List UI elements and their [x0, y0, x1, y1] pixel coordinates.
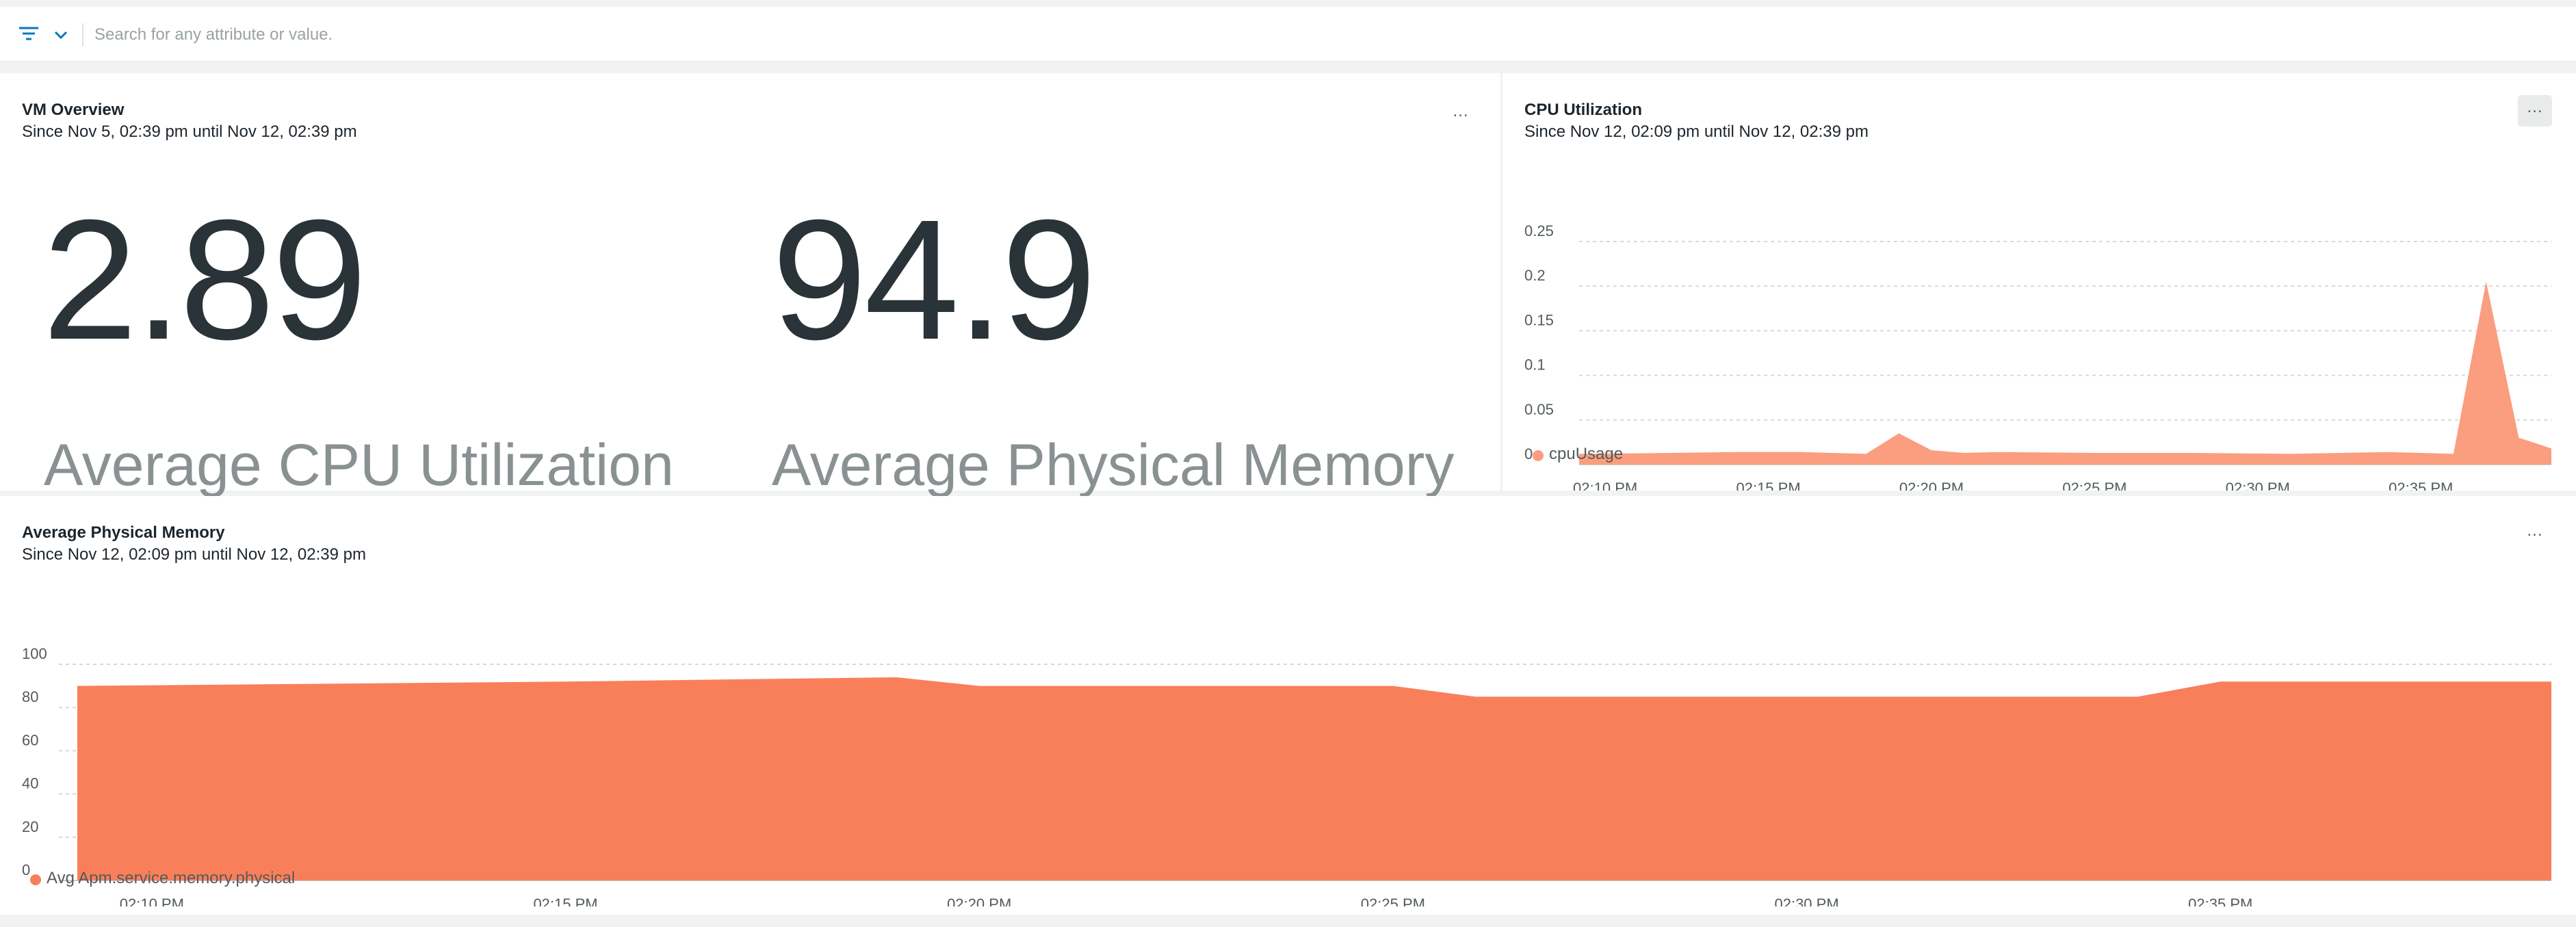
legend-swatch — [1533, 450, 1544, 461]
x-tick-label: 02:25 PM — [2062, 480, 2126, 491]
y-tick-label: 100 — [22, 645, 47, 662]
widget-time-range: Since Nov 5, 02:39 pm until Nov 12, 02:3… — [22, 122, 357, 141]
vm-overview-widget: VM Overview Since Nov 5, 02:39 pm until … — [0, 73, 1500, 495]
y-tick-label: 0 — [22, 861, 30, 878]
y-tick-label: 20 — [22, 818, 38, 835]
billboard-label-cpu: Average CPU Utilization — [44, 432, 674, 498]
cpu-utilization-chart: 0 0.05 0.1 0.15 0.2 0.25 02:10 PM 02:15 PM 02:20… — [1524, 222, 2551, 491]
y-tick-label: 60 — [22, 731, 38, 748]
x-tick-label: 02:20 PM — [947, 896, 1011, 906]
x-tick-label: 02:10 PM — [1573, 480, 1637, 491]
billboard-value-cpu: 2.89 — [42, 184, 367, 375]
more-options-button[interactable]: ... — [2518, 95, 2552, 127]
y-tick-label: 0 — [1524, 445, 1533, 462]
widget-time-range: Since Nov 12, 02:09 pm until Nov 12, 02:… — [22, 545, 366, 564]
y-tick-label: 40 — [22, 775, 38, 792]
legend-label-memory[interactable]: Avg Apm.service.memory.physical — [47, 869, 296, 887]
x-tick-label: 02:20 PM — [1899, 480, 1964, 491]
more-options-button[interactable]: ... — [1453, 102, 1469, 120]
y-tick-label: 0.15 — [1524, 311, 1554, 328]
x-tick-label: 02:10 PM — [120, 896, 184, 906]
filter-lines-icon[interactable] — [16, 22, 41, 47]
cpu-utilization-widget: CPU Utilization Since Nov 12, 02:09 pm u… — [1502, 73, 2576, 491]
more-options-button[interactable]: ... — [2527, 521, 2543, 540]
series-area[interactable] — [77, 677, 2551, 880]
y-tick-label: 80 — [22, 688, 38, 705]
y-tick-label: 0.2 — [1524, 267, 1546, 284]
average-physical-memory-chart: 0 20 40 60 80 100 02:10 PM 02:15 PM 02:20 PM 02:2… — [22, 645, 2551, 906]
x-tick-label: 02:25 PM — [1361, 896, 1425, 906]
series-area[interactable] — [1579, 281, 2551, 465]
x-tick-label: 02:35 PM — [2188, 896, 2252, 906]
y-tick-label: 0.1 — [1524, 356, 1546, 374]
y-tick-label: 0.05 — [1524, 401, 1554, 418]
x-tick-label: 02:15 PM — [533, 896, 597, 906]
x-tick-label: 02:15 PM — [1736, 480, 1800, 491]
widget-title: Average Physical Memory — [22, 523, 225, 542]
legend-swatch — [30, 874, 41, 885]
x-tick-label: 02:30 PM — [2226, 480, 2290, 491]
widget-title: VM Overview — [22, 101, 125, 119]
billboard-value-memory: 94.9 — [772, 184, 1097, 375]
x-tick-label: 02:35 PM — [2389, 480, 2453, 491]
filter-bar — [0, 7, 2576, 62]
billboard-label-memory: Average Physical Memory — [772, 432, 1455, 498]
x-tick-label: 02:30 PM — [1774, 896, 1838, 906]
average-physical-memory-widget: Average Physical Memory Since Nov 12, 02… — [0, 496, 2576, 915]
widget-title: CPU Utilization — [1524, 101, 1642, 119]
search-input[interactable] — [93, 21, 2148, 49]
widget-time-range: Since Nov 12, 02:09 pm until Nov 12, 02:… — [1524, 122, 1869, 141]
legend-label-cpu-usage[interactable]: cpuUsage — [1549, 445, 1624, 463]
chevron-down-icon[interactable] — [52, 27, 70, 42]
y-tick-label: 0.25 — [1524, 222, 1554, 239]
divider — [82, 23, 83, 47]
